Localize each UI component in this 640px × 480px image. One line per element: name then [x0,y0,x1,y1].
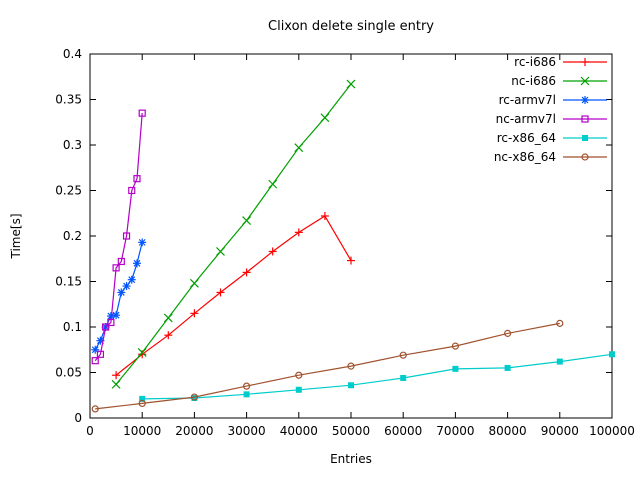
y-tick-label: 0.3 [63,138,82,152]
x-tick-label: 80000 [489,424,527,438]
data-series [91,79,615,413]
x-axis-label: Entries [330,452,372,466]
series-rc-armv7l [91,238,147,354]
x-tick-label: 20000 [175,424,213,438]
x-tick-label: 10000 [123,424,161,438]
y-tick-label: 0.25 [55,184,82,198]
plot-area [89,53,613,419]
x-tick-label: 60000 [384,424,422,438]
y-tick-label: 0.35 [55,93,82,107]
x-tick-label: 30000 [228,424,266,438]
y-tick-label: 0.1 [63,320,82,334]
x-tick-label: 40000 [280,424,318,438]
tick-labels: 0 10000 20000 30000 40000 50000 60000 70000 8000… [55,47,635,438]
x-tick-label: 50000 [332,424,370,438]
legend-entry-rc-x86_64: rc-x86_64 [497,131,607,145]
x-tick-label: 100000 [589,424,635,438]
x-tick-label: 70000 [436,424,474,438]
x-tick-label: 90000 [541,424,579,438]
legend-entry-rc-armv7l: rc-armv7l [499,93,607,107]
series-nc-x86_64 [91,319,564,413]
y-tick-label: 0.2 [63,229,82,243]
legend-entry-nc-armv7l: nc-armv7l [496,112,607,126]
series-nc-armv7l [91,109,146,365]
y-tick-label: 0 [74,411,82,425]
y-tick-label: 0.4 [63,47,82,61]
legend-label: nc-i686 [511,74,556,88]
legend-label: nc-armv7l [496,112,556,126]
legend-entry-rc-i686: rc-i686 [514,55,607,69]
y-axis-label: Time[s] [9,214,23,260]
legend: rc-i686 nc-i686 rc-armv7l nc-armv7l rc-x86_6… [494,55,607,164]
x-tick-label: 0 [86,424,94,438]
chart-title: Clixon delete single entry [268,19,434,34]
legend-label: rc-x86_64 [497,131,556,145]
y-tick-label: 0.05 [55,366,82,380]
legend-label: nc-x86_64 [494,150,556,164]
series-rc-i686 [112,211,355,380]
series-rc-x86_64 [139,351,615,402]
legend-entry-nc-i686: nc-i686 [511,74,607,88]
legend-label: rc-i686 [514,55,556,69]
y-tick-label: 0.15 [55,275,82,289]
series-nc-i686 [111,79,356,389]
legend-label: rc-armv7l [499,93,556,107]
legend-entry-nc-x86_64: nc-x86_64 [494,150,607,164]
